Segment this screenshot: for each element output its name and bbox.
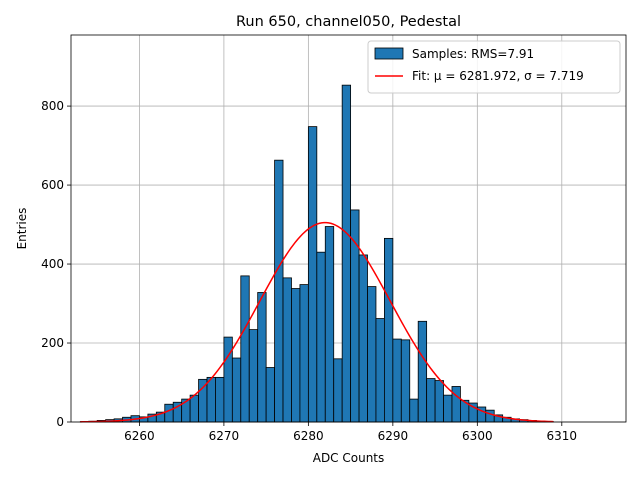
histogram-bar (257, 292, 267, 423)
histogram-bar (426, 378, 436, 423)
x-tick-label: 6310 (547, 429, 578, 443)
x-tick-label: 6300 (462, 429, 493, 443)
histogram-bar (434, 380, 444, 423)
histogram-bar (223, 336, 233, 423)
histogram-bar (291, 288, 301, 423)
histogram-bar (240, 275, 250, 423)
histogram-bar (181, 398, 191, 423)
chart-title: Run 650, channel050, Pedestal (236, 14, 461, 30)
legend-label-fit: Fit: μ = 6281.972, σ = 7.719 (412, 69, 584, 83)
histogram-bar (189, 394, 199, 423)
histogram-bar (316, 251, 326, 423)
histogram-bar (299, 284, 309, 423)
histogram-bars (79, 84, 554, 423)
histogram-bar (248, 329, 259, 423)
histogram-bar (400, 339, 411, 423)
histogram-bar (417, 320, 428, 423)
histogram-bar (307, 126, 318, 423)
y-tick-label: 800 (41, 99, 64, 113)
y-tick-label: 0 (56, 415, 64, 429)
histogram-bar (164, 403, 174, 423)
histogram-bar (324, 226, 335, 423)
y-axis-ticks: 0 200 400 600 800 (41, 99, 71, 429)
legend-label-histogram: Samples: RMS=7.91 (412, 47, 534, 61)
histogram-bar (333, 358, 343, 423)
histogram-bar (265, 367, 275, 423)
y-axis-label: Entries (15, 208, 29, 250)
histogram-bar (375, 318, 385, 423)
histogram-bar (451, 386, 461, 423)
legend: Samples: RMS=7.91 Fit: μ = 6281.972, σ =… (367, 40, 621, 94)
histogram-bar (409, 398, 419, 423)
x-axis-ticks: 6260 6270 6280 6290 6300 6310 (124, 422, 577, 443)
histogram-bar (274, 159, 284, 423)
histogram-bar (341, 84, 352, 423)
histogram-bar (443, 394, 453, 423)
histogram-bar (206, 376, 216, 423)
histogram-bar (282, 277, 292, 423)
y-tick-label: 400 (41, 257, 64, 271)
x-tick-label: 6270 (209, 429, 240, 443)
histogram-bar (367, 286, 377, 423)
fit-curve (80, 221, 554, 423)
histogram-bar (198, 378, 208, 423)
y-tick-label: 600 (41, 178, 64, 192)
histogram-bar (358, 254, 368, 423)
legend-box (367, 40, 621, 94)
x-axis-label: ADC Counts (313, 451, 385, 465)
plot-frame (70, 34, 627, 423)
x-tick-label: 6280 (293, 429, 324, 443)
legend-swatch-histogram (374, 47, 404, 60)
histogram-bar (392, 338, 402, 423)
histogram-bar (485, 409, 495, 423)
histogram-bar (231, 357, 242, 423)
x-tick-label: 6260 (124, 429, 155, 443)
y-tick-label: 200 (41, 336, 64, 350)
x-tick-label: 6290 (378, 429, 409, 443)
histogram-bar (384, 237, 394, 423)
histogram-bar (215, 376, 225, 423)
